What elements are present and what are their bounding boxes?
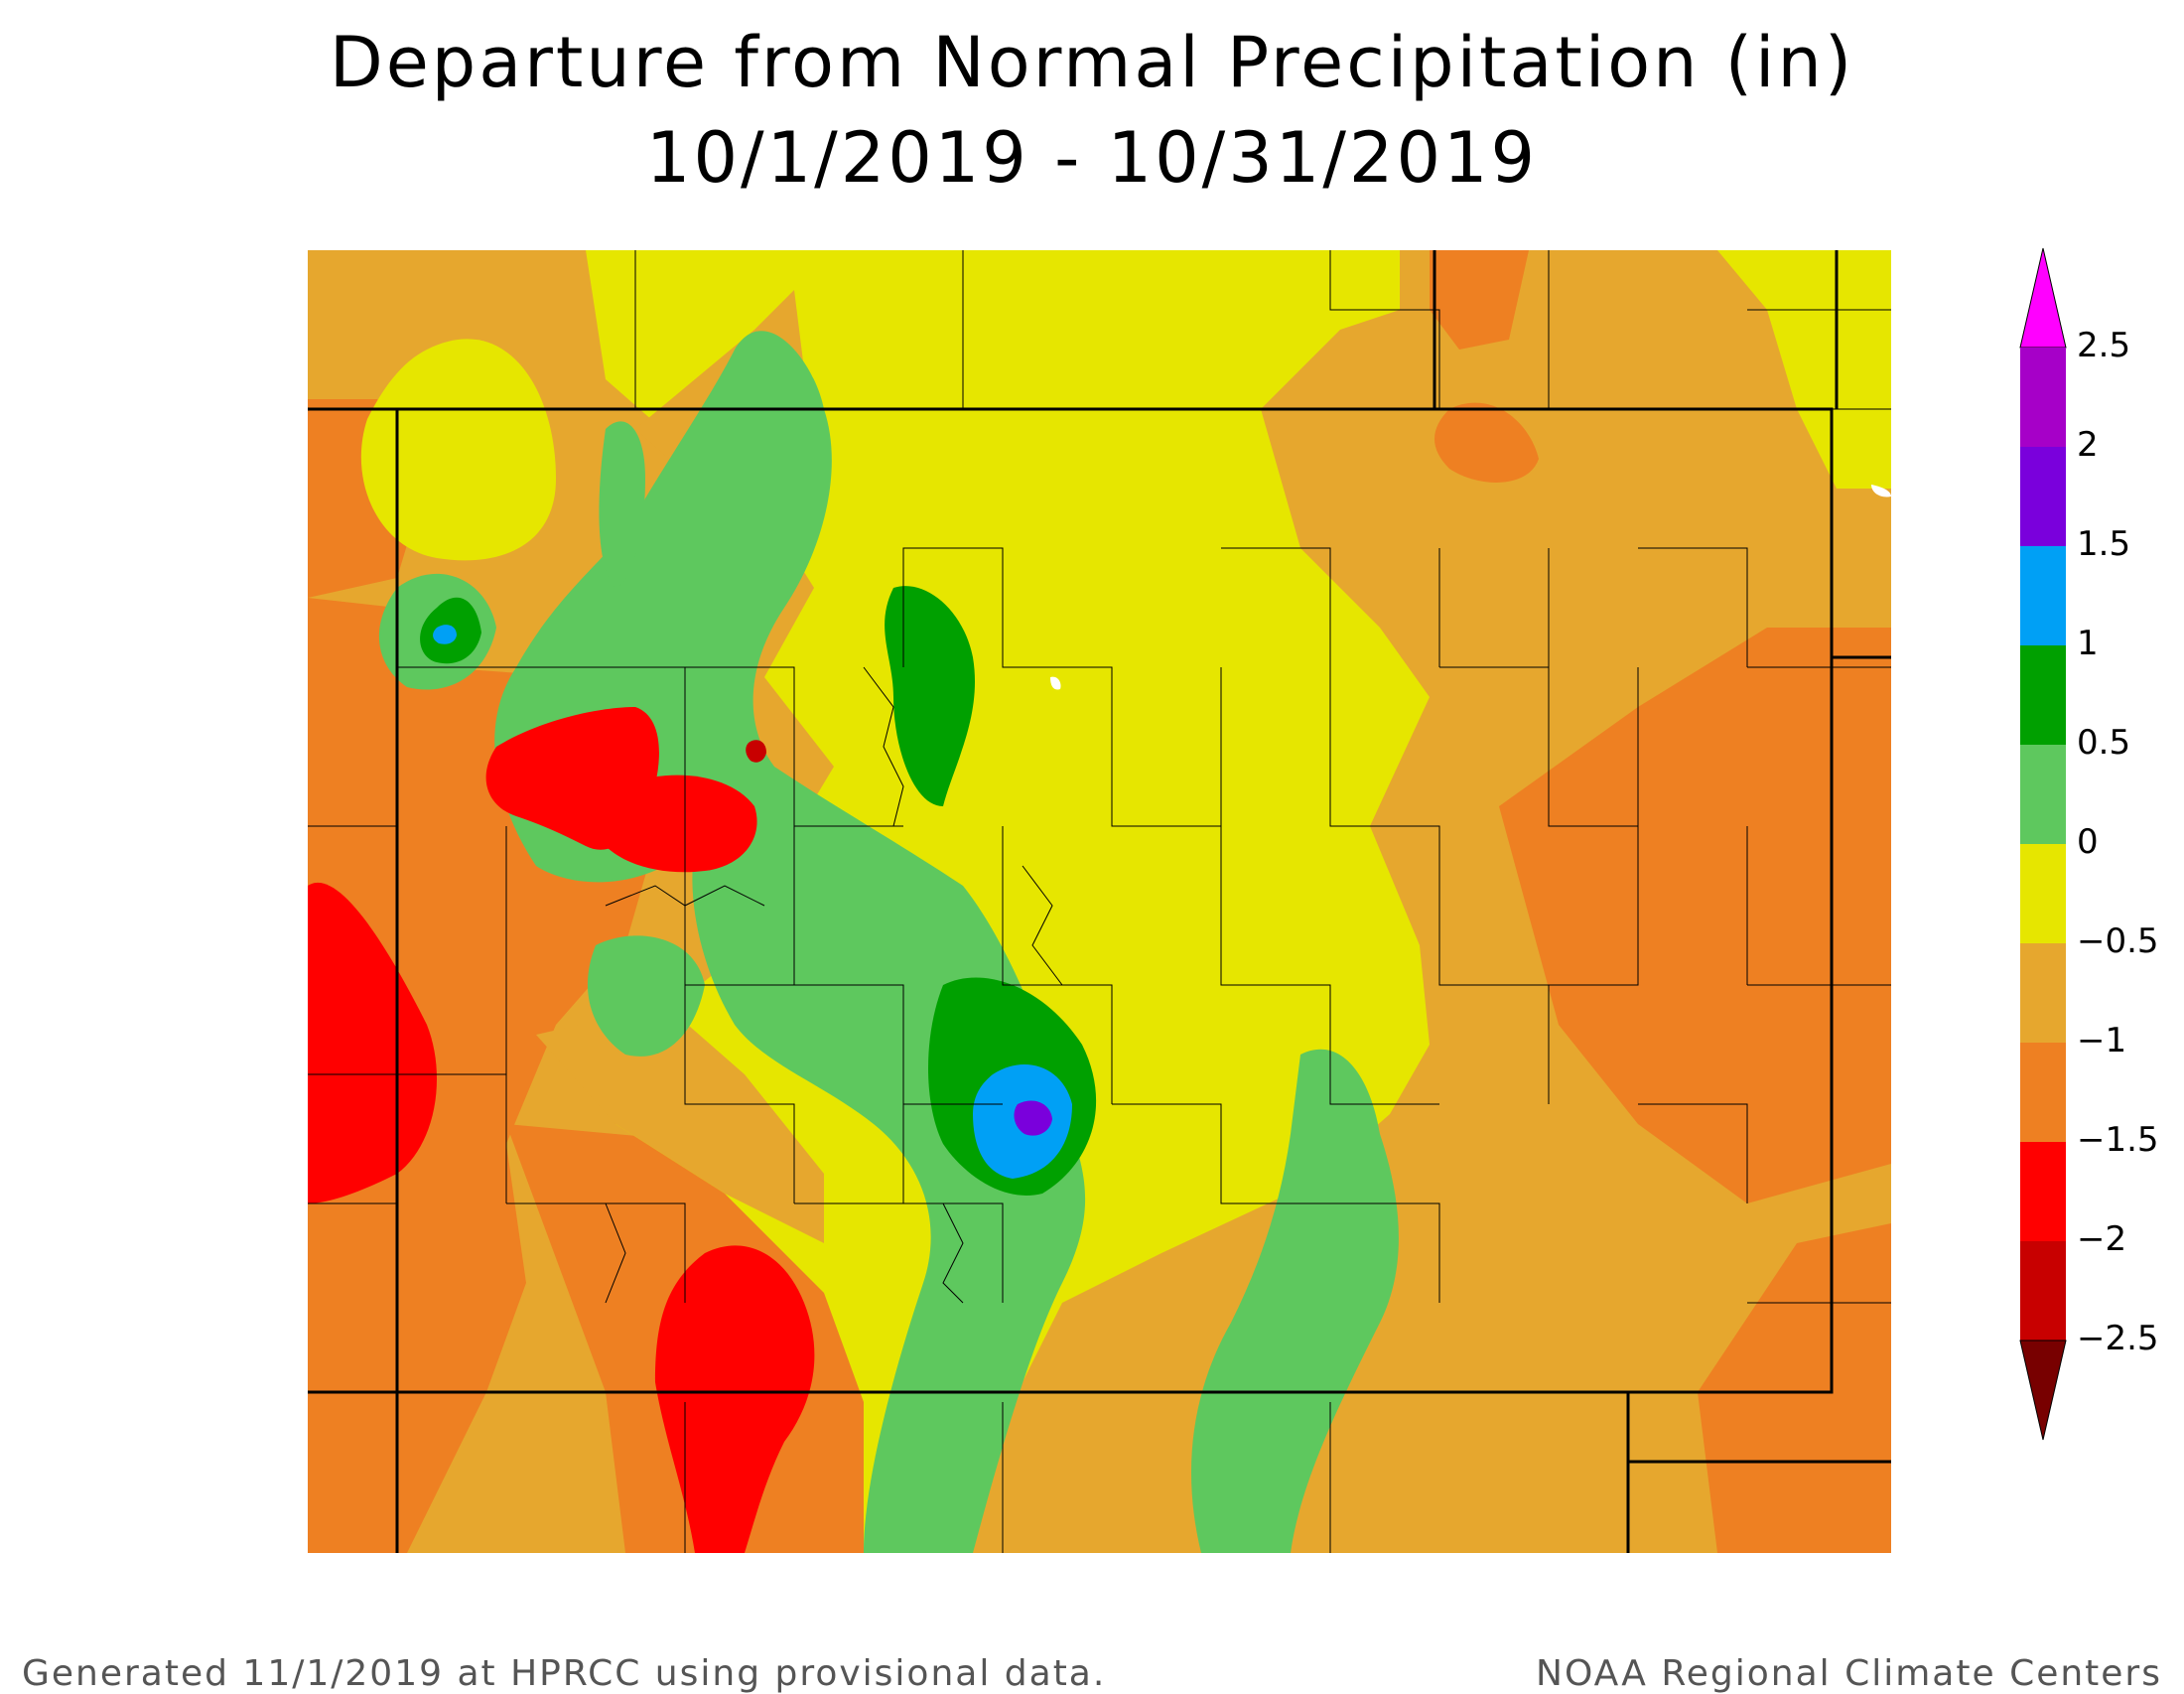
legend-swatch [2020, 1043, 2066, 1142]
legend-tick-label: −0.5 [2077, 921, 2159, 961]
legend-tick-label: 0.5 [2077, 723, 2131, 763]
map-date-range: 10/1/2019 - 10/31/2019 [645, 117, 1539, 199]
legend-tick-label: 1 [2077, 624, 2099, 663]
legend-swatch [2020, 943, 2066, 1043]
state-boundaries [308, 250, 1891, 1553]
precipitation-departure-map [308, 250, 1891, 1553]
legend-tick-label: 2.5 [2077, 326, 2131, 365]
legend-swatch [2020, 1241, 2066, 1341]
map-title: Departure from Normal Precipitation (in) [329, 22, 1855, 103]
region-1.5-to-2 [1014, 1100, 1052, 1136]
legend-tick-label: 0 [2077, 822, 2099, 862]
legend-tick-label: 2 [2077, 425, 2099, 465]
legend-swatch [2020, 546, 2066, 645]
region-minus-2-to-minus-1.5 [308, 882, 437, 1203]
region-minus-2-to-minus-1.5 [655, 1245, 815, 1553]
legend-color-bar [2019, 247, 2067, 1441]
legend-tick-label: −1.5 [2077, 1120, 2159, 1160]
lake-feature [1871, 485, 1891, 497]
legend-tick-label: −2 [2077, 1219, 2127, 1259]
region-1-to-1.5 [433, 625, 457, 644]
legend-swatch [2020, 844, 2066, 943]
legend-swatch [2020, 447, 2066, 546]
color-legend: 2.5 2 1.5 1 0.5 0 −0.5 −1 −1.5 −2 −2.5 [2015, 238, 2184, 1470]
legend-tick-label: −2.5 [2077, 1319, 2159, 1358]
legend-swatch [2020, 1142, 2066, 1241]
region-0-to-0.5 [599, 421, 645, 588]
generated-note: Generated 11/1/2019 at HPRCC using provi… [22, 1653, 1107, 1694]
legend-swatch [2020, 645, 2066, 745]
legend-swatch [2020, 745, 2066, 844]
region-minus-1-to-minus-0.5 [536, 1005, 824, 1243]
legend-tick-label: 1.5 [2077, 524, 2131, 564]
legend-swatch-top [2019, 247, 2067, 349]
region-minus-2.5-to-minus-2 [746, 740, 766, 763]
region-minus-2-to-minus-1.5 [606, 775, 757, 873]
legend-tick-label: −1 [2077, 1021, 2127, 1060]
region-minus-0.5-to-0 [360, 339, 556, 561]
legend-swatch-bottom [2019, 1340, 2067, 1441]
lake-feature [1050, 676, 1061, 690]
region-minus-1.5-to-minus-1 [1499, 628, 1891, 1203]
source-credit: NOAA Regional Climate Centers [1536, 1653, 2162, 1694]
legend-swatch [2020, 348, 2066, 447]
region-0-to-0.5 [587, 935, 705, 1057]
region-minus-1.5-to-minus-1 [1698, 1223, 1891, 1553]
region-0-to-0.5 [1191, 1049, 1399, 1553]
region-0-to-0.5 [494, 331, 1086, 1553]
region-0.5-to-1 [885, 586, 976, 806]
region-minus-1.5-to-minus-1 [1434, 402, 1539, 483]
region-minus-1.5-to-minus-1 [1430, 250, 1529, 350]
